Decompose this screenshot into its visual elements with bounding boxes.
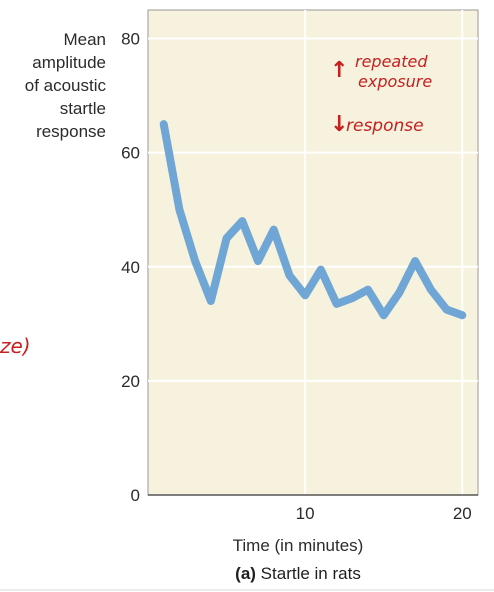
y-tick-label: 20	[121, 372, 140, 391]
x-axis-label: Time (in minutes)	[232, 536, 364, 555]
up-arrow-annotation: ↑	[330, 58, 349, 83]
y-axis-label-line: Mean	[63, 30, 106, 49]
series-line	[159, 120, 467, 320]
caption-prefix: (a)	[235, 564, 256, 583]
plot-background	[147, 9, 479, 496]
figure-caption: (a) Startle in rats	[148, 564, 448, 584]
annotation-repeated: repeated	[355, 52, 428, 71]
y-tick-label: 60	[121, 144, 140, 163]
down-arrow-annotation: ↓	[330, 112, 349, 137]
y-axis-label-line: of acoustic	[24, 76, 106, 95]
gridlines	[148, 10, 478, 495]
y-axis-label-line: startle	[59, 99, 106, 118]
annotation-exposure: exposure	[358, 72, 433, 91]
y-tick-label: 0	[131, 486, 140, 505]
caption-text: Startle in rats	[260, 564, 361, 583]
y-axis-label-line: amplitude	[32, 53, 106, 72]
x-tick-label: 20	[453, 504, 472, 523]
y-tick-label: 80	[121, 30, 140, 49]
annotation-partial: ze)	[0, 334, 31, 358]
y-axis-label-line: response	[36, 122, 106, 141]
annotation-response: response	[346, 116, 424, 136]
axis-ticks: 0 20 40 60 80 10 20	[121, 30, 472, 523]
y-tick-label: 40	[121, 258, 140, 277]
x-tick-label: 10	[296, 504, 315, 523]
